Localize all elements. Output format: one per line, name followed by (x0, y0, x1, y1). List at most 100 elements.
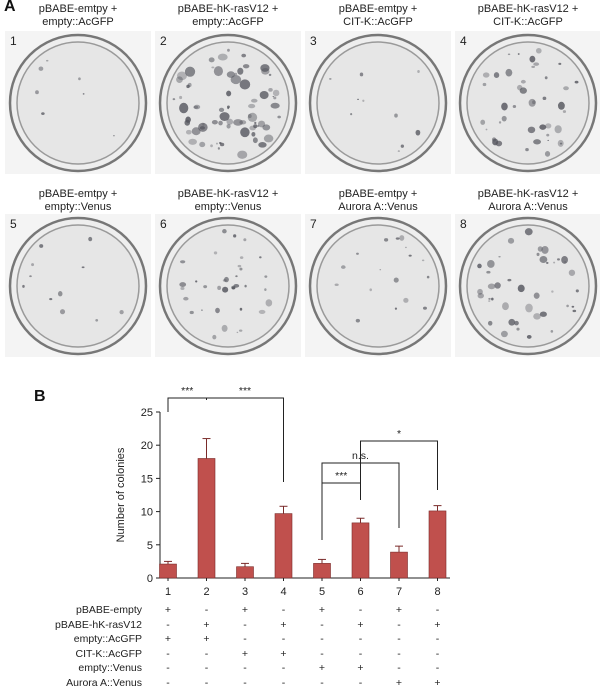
colony-spot (226, 118, 234, 125)
condition-sign: - (397, 633, 401, 645)
dish-interior (16, 41, 140, 165)
colony-spot (217, 147, 221, 150)
colony-spot (217, 285, 222, 290)
condition-sign: + (318, 604, 326, 616)
condition-sign: + (241, 647, 249, 660)
colony-spot (180, 260, 186, 264)
colony-spot (176, 76, 183, 84)
colony-spot (180, 286, 185, 291)
colony-spot (531, 65, 535, 68)
colony-spot (519, 87, 527, 94)
colony-spot (520, 79, 526, 84)
condition-sign: - (358, 647, 363, 660)
condition-sign: - (320, 618, 324, 631)
condition-sign: - (397, 662, 401, 674)
condition-sign: - (435, 662, 440, 674)
colony-spot (187, 82, 192, 87)
petri-dish: 5 (5, 214, 151, 357)
colony-spot (528, 98, 536, 107)
colony-spot (357, 98, 359, 101)
colony-spot (329, 78, 332, 80)
colony-spot (564, 261, 567, 263)
colony-spot (495, 140, 503, 147)
colony-spot (505, 68, 513, 77)
colony-spot (241, 53, 247, 58)
significance-bracket (360, 440, 438, 500)
condition-sign: - (397, 647, 401, 660)
condition-sign: - (320, 647, 324, 660)
dish-caption-line: empty::Venus (44, 201, 112, 213)
colony-spot (537, 246, 543, 252)
condition-sign: + (357, 618, 364, 631)
colony-spot (186, 84, 190, 89)
colony-spot (356, 252, 359, 255)
y-tick-label: 5 (147, 540, 153, 552)
x-tick-label: 5 (319, 586, 325, 598)
colony-spot (235, 275, 238, 278)
colony-spot (236, 331, 239, 334)
colony-spot (400, 144, 405, 148)
significance-label: * (397, 428, 401, 440)
petri-dish: 3 (305, 31, 451, 174)
colony-spot (179, 102, 189, 114)
colony-spot (247, 114, 252, 119)
colony-spot (219, 112, 230, 121)
colony-spot (222, 279, 227, 282)
condition-sign: - (243, 662, 247, 674)
bar (313, 563, 331, 579)
dish-interior (316, 41, 440, 165)
dish-caption-line: Aurora A::Venus (338, 201, 418, 213)
colony-spot (488, 300, 491, 302)
colony-spot (399, 235, 405, 241)
dish-caption-line: pBABE-hK-rasV12 + (477, 3, 579, 15)
dish-caption-line: pBABE-emtpy + (338, 3, 418, 15)
colony-spot (507, 53, 511, 56)
colony-spot (199, 141, 206, 148)
colony-spot (272, 89, 280, 97)
colony-spot (179, 282, 187, 287)
colony-spot (268, 73, 272, 76)
condition-sign: + (434, 676, 441, 689)
colony-spot (493, 72, 500, 79)
colony-spot (259, 256, 262, 259)
y-tick-label: 0 (147, 573, 153, 585)
colony-spot (350, 112, 353, 116)
colony-spot (218, 107, 225, 113)
colony-spot (216, 142, 218, 145)
bar (351, 522, 370, 579)
colony-spot (213, 66, 223, 77)
colony-spot (188, 138, 197, 145)
colony-spot (210, 144, 213, 148)
colony-spot (491, 297, 494, 301)
colony-spot (574, 80, 579, 84)
colony-spot (234, 72, 238, 76)
dish-caption-line: empty::AcGFP (192, 16, 264, 28)
condition-sign: - (166, 662, 170, 674)
colony-spot (237, 264, 242, 268)
colony-spot (379, 269, 382, 271)
colony-spot (539, 311, 547, 317)
condition-sign: - (166, 618, 170, 631)
dish-caption: pBABE-hK-rasV12 + empty::AcGFP (155, 3, 301, 29)
colony-spot (394, 307, 398, 310)
colony-spot (559, 142, 563, 145)
colony-spot (551, 290, 554, 293)
bar (197, 458, 216, 579)
condition-sign: - (435, 604, 440, 616)
dish-number: 2 (160, 34, 167, 48)
colony-spot (81, 266, 85, 269)
colony-spot (219, 142, 225, 147)
condition-sign: + (318, 662, 326, 674)
condition-sign: - (281, 662, 286, 674)
condition-sign: - (281, 633, 286, 645)
colony-spot (393, 277, 399, 283)
dish-interior (466, 41, 590, 165)
colony-spot (252, 137, 258, 144)
colony-spot (501, 102, 508, 111)
condition-sign: + (357, 662, 364, 674)
colony-spot (394, 113, 398, 118)
colony-spot (119, 310, 124, 315)
colony-spot (546, 261, 549, 264)
colony-spot (231, 285, 236, 290)
colony-spot (198, 122, 208, 132)
